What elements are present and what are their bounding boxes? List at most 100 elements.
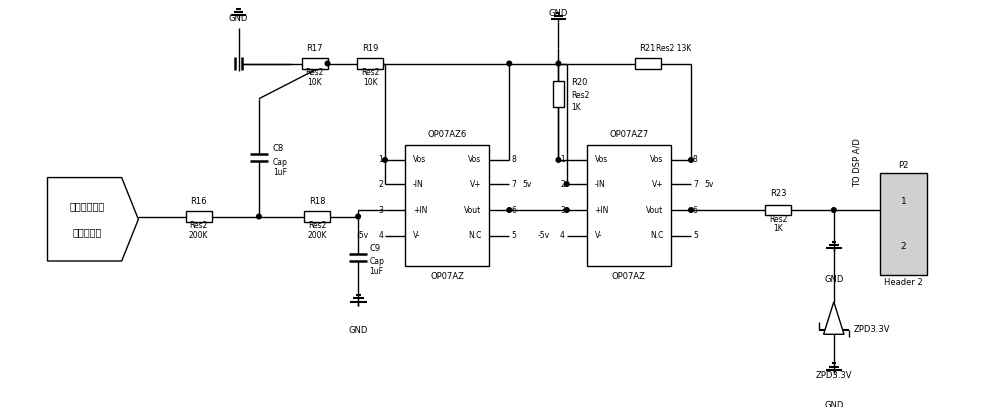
Text: Res2: Res2	[308, 221, 327, 230]
Text: P2: P2	[898, 161, 909, 170]
Text: OP07AZ6: OP07AZ6	[428, 129, 467, 139]
Bar	[553, 81, 564, 107]
Bar	[765, 205, 791, 215]
Text: GND: GND	[824, 275, 843, 284]
Text: Res2 13K: Res2 13K	[656, 44, 691, 53]
Text: OP07AZ: OP07AZ	[430, 272, 464, 281]
Text: 5: 5	[511, 232, 516, 241]
Text: -IN: -IN	[413, 179, 424, 188]
Circle shape	[556, 158, 561, 162]
Text: Vout: Vout	[464, 206, 481, 214]
Text: Cap: Cap	[273, 158, 288, 167]
Text: 1K: 1K	[571, 103, 581, 112]
Text: GND: GND	[229, 13, 248, 22]
Text: 5v: 5v	[522, 179, 532, 188]
Polygon shape	[824, 302, 844, 334]
Circle shape	[383, 158, 387, 162]
Text: 10K: 10K	[363, 79, 377, 88]
Text: V-: V-	[413, 232, 420, 241]
Text: +IN: +IN	[595, 206, 609, 214]
Bar	[186, 211, 212, 222]
Text: V-: V-	[595, 232, 602, 241]
Text: Res2: Res2	[361, 68, 379, 77]
Circle shape	[689, 208, 693, 212]
Text: 1: 1	[900, 197, 906, 206]
Text: Vos: Vos	[650, 155, 663, 164]
Bar	[302, 59, 328, 69]
Text: 10K: 10K	[307, 79, 322, 88]
Text: N.C: N.C	[650, 232, 663, 241]
Text: -5v: -5v	[538, 232, 550, 241]
Text: Res2: Res2	[305, 68, 324, 77]
Bar	[357, 59, 383, 69]
Text: OP07AZ7: OP07AZ7	[609, 129, 649, 139]
Text: 5: 5	[693, 232, 698, 241]
Text: Vos: Vos	[595, 155, 608, 164]
Text: 7: 7	[511, 179, 516, 188]
Bar	[587, 145, 671, 266]
Text: C9: C9	[369, 243, 380, 252]
Text: -5v: -5v	[356, 232, 368, 241]
Circle shape	[356, 214, 360, 219]
Circle shape	[556, 61, 561, 66]
Text: 8: 8	[693, 155, 698, 164]
Text: Header 2: Header 2	[884, 278, 923, 287]
Bar	[405, 145, 489, 266]
Circle shape	[831, 208, 836, 212]
Text: 1uF: 1uF	[273, 168, 287, 177]
Text: Res2: Res2	[571, 92, 590, 101]
Circle shape	[257, 214, 261, 219]
Text: 3: 3	[378, 206, 383, 214]
Text: Res2: Res2	[189, 221, 208, 230]
Text: 1: 1	[560, 155, 565, 164]
Circle shape	[689, 158, 693, 162]
Text: OP07AZ: OP07AZ	[612, 272, 646, 281]
Text: ZPD3.3V: ZPD3.3V	[816, 372, 852, 381]
Text: 经过放大的电: 经过放大的电	[70, 201, 105, 211]
Text: TO DSP A/D: TO DSP A/D	[852, 138, 861, 187]
Text: R19: R19	[362, 44, 378, 53]
Text: GND: GND	[348, 326, 368, 335]
Text: 2: 2	[560, 179, 565, 188]
Text: 6: 6	[511, 206, 516, 214]
Text: C8: C8	[273, 144, 284, 153]
Text: R23: R23	[770, 189, 786, 198]
Text: 8: 8	[511, 155, 516, 164]
Text: 200K: 200K	[189, 230, 208, 240]
Circle shape	[325, 61, 330, 66]
Text: 5v: 5v	[704, 179, 713, 188]
Text: Vos: Vos	[468, 155, 481, 164]
Text: +IN: +IN	[413, 206, 427, 214]
Text: R20: R20	[571, 79, 588, 88]
Text: R17: R17	[306, 44, 323, 53]
Text: 1uF: 1uF	[369, 267, 383, 276]
Text: ZPD3.3V: ZPD3.3V	[853, 325, 890, 334]
Text: 1: 1	[378, 155, 383, 164]
Text: V+: V+	[652, 179, 663, 188]
Text: 4: 4	[378, 232, 383, 241]
Circle shape	[564, 182, 569, 186]
Circle shape	[564, 208, 569, 212]
Text: -IN: -IN	[595, 179, 605, 188]
Text: Res2: Res2	[769, 215, 787, 224]
Text: 4: 4	[560, 232, 565, 241]
Text: Cap: Cap	[369, 256, 384, 265]
Text: V+: V+	[470, 179, 481, 188]
Text: 200K: 200K	[308, 230, 327, 240]
Text: 桥输出电压: 桥输出电压	[73, 227, 102, 237]
Text: 2: 2	[378, 179, 383, 188]
Polygon shape	[48, 177, 138, 261]
Text: R18: R18	[309, 197, 326, 206]
Text: GND: GND	[824, 401, 843, 407]
Circle shape	[507, 61, 512, 66]
Text: R16: R16	[190, 197, 207, 206]
Text: 2: 2	[901, 242, 906, 251]
Text: 3: 3	[560, 206, 565, 214]
Text: GND: GND	[549, 9, 568, 18]
Text: 1K: 1K	[773, 224, 783, 233]
Text: Vout: Vout	[646, 206, 663, 214]
Text: R21: R21	[639, 44, 655, 53]
Bar	[635, 59, 661, 69]
Bar	[304, 211, 330, 222]
Circle shape	[507, 208, 512, 212]
